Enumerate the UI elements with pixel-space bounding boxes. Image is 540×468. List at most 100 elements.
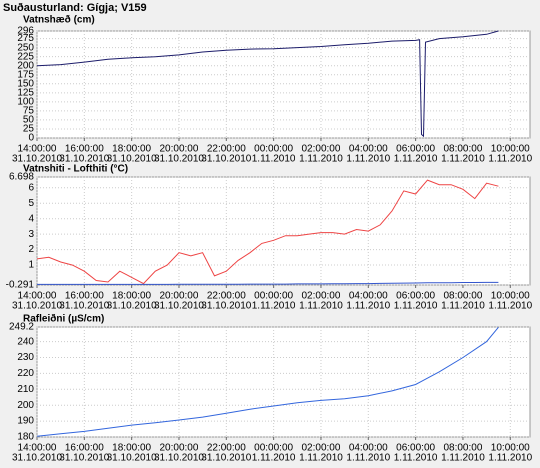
y-tick-label: 180 [17,432,34,443]
x-tick-label: 00:00:00 [254,291,293,302]
x-tick-label: 16:00:00 [65,144,104,155]
y-tick-label: 100 [17,96,34,107]
y-tick-label: 200 [17,60,34,71]
x-tick-label: 1.11.2010 [441,301,485,312]
x-tick-label: 00:00:00 [254,443,293,454]
y-tick-label: 296 [17,26,34,37]
x-tick-label: 14:00:00 [18,443,57,454]
x-tick-label: 31.10.2010 [107,453,157,464]
plot-area [36,30,531,139]
x-tick-label: 14:00:00 [18,291,57,302]
x-tick-label: 02:00:00 [301,144,340,155]
page-title: Suðausturland: Gígja; V159 [3,2,147,14]
x-tick-label: 31.10.2010 [12,453,62,464]
x-tick-label: 20:00:00 [160,291,199,302]
x-tick-label: 31.10.2010 [59,154,109,165]
x-tick-label: 31.10.2010 [154,453,204,464]
x-tick-label: 1.11.2010 [299,453,343,464]
x-tick-label: 18:00:00 [112,144,151,155]
x-tick-label: 1.11.2010 [488,154,532,165]
y-axis-label: Vatnshiti - Lofthiti (°C) [23,164,128,175]
y-tick-label: 5 [28,198,34,209]
y-tick-label: 75 [23,106,35,117]
x-tick-label: 22:00:00 [207,291,246,302]
x-tick-label: 1.11.2010 [252,453,296,464]
y-tick-label: 230 [17,352,34,363]
y-tick-label: 0 [28,133,34,144]
y-axis-label: Vatnshæð (cm) [23,14,95,26]
y-tick-label: 6 [28,182,34,193]
x-tick-label: 1.11.2010 [394,453,438,464]
x-tick-label: 31.10.2010 [59,453,109,464]
data-line [36,326,499,437]
x-tick-label: 16:00:00 [65,443,104,454]
x-tick-label: 02:00:00 [301,291,340,302]
x-tick-label: 1.11.2010 [394,154,438,165]
x-tick-label: 10:00:00 [491,144,530,155]
x-tick-label: 04:00:00 [349,291,388,302]
x-tick-label: 1.11.2010 [299,154,343,165]
x-tick-label: 08:00:00 [443,443,482,454]
y-tick-label: 250 [17,42,34,53]
x-tick-label: 16:00:00 [65,291,104,302]
x-tick-label: 20:00:00 [160,144,199,155]
x-tick-label: 31.10.2010 [154,154,204,165]
y-axis-label: Rafleiðni (µS/cm) [23,313,104,325]
x-tick-label: 31.10.2010 [201,154,251,165]
y-tick-label: 190 [17,416,34,427]
x-tick-label: 08:00:00 [443,144,482,155]
x-tick-label: 06:00:00 [396,443,435,454]
x-tick-label: 10:00:00 [491,443,530,454]
plot-area [36,176,531,286]
y-tick-label: 275 [17,33,34,44]
x-tick-label: 08:00:00 [443,291,482,302]
x-tick-label: 31.10.2010 [59,301,109,312]
x-tick-label: 06:00:00 [396,144,435,155]
x-tick-label: 1.11.2010 [488,301,532,312]
x-tick-label: 1.11.2010 [394,301,438,312]
x-tick-label: 1.11.2010 [346,453,390,464]
y-tick-label: 50 [23,115,35,126]
x-tick-label: 1.11.2010 [346,154,390,165]
x-tick-label: 1.11.2010 [441,453,485,464]
y-tick-label: 225 [17,51,34,62]
y-tick-label: 175 [17,69,34,80]
x-tick-label: 31.10.2010 [201,453,251,464]
y-tick-label: 125 [17,87,34,98]
x-tick-label: 31.10.2010 [12,154,62,165]
y-tick-label: 150 [17,78,34,89]
x-tick-label: 18:00:00 [112,291,151,302]
x-tick-label: 14:00:00 [18,144,57,155]
x-tick-label: 04:00:00 [349,443,388,454]
x-tick-label: 31.10.2010 [12,301,62,312]
y-tick-label: 1 [28,260,34,271]
x-tick-label: 31.10.2010 [107,301,157,312]
x-tick-label: 22:00:00 [207,144,246,155]
y-tick-label: 220 [17,368,34,379]
data-line [37,281,499,285]
x-tick-label: 06:00:00 [396,291,435,302]
y-tick-label: 3 [28,229,34,240]
x-tick-label: 1.11.2010 [346,301,390,312]
x-tick-label: 31.10.2010 [201,301,251,312]
x-tick-label: 18:00:00 [112,443,151,454]
x-tick-label: 10:00:00 [491,291,530,302]
x-tick-label: 20:00:00 [160,443,199,454]
x-tick-label: 31.10.2010 [154,301,204,312]
x-tick-label: 1.11.2010 [299,301,343,312]
x-tick-label: 31.10.2010 [107,154,157,165]
y-tick-label: 25 [23,124,35,135]
y-tick-label: 249.2 [9,322,34,333]
y-tick-label: 210 [17,384,34,395]
x-tick-label: 1.11.2010 [441,154,485,165]
x-tick-label: 02:00:00 [301,443,340,454]
x-tick-label: 00:00:00 [254,144,293,155]
data-line [36,30,499,138]
x-tick-label: 22:00:00 [207,443,246,454]
x-tick-label: 1.11.2010 [252,154,296,165]
data-line [36,179,499,285]
y-tick-label: 2 [28,244,34,255]
x-tick-label: 04:00:00 [349,144,388,155]
x-tick-label: 1.11.2010 [488,453,532,464]
